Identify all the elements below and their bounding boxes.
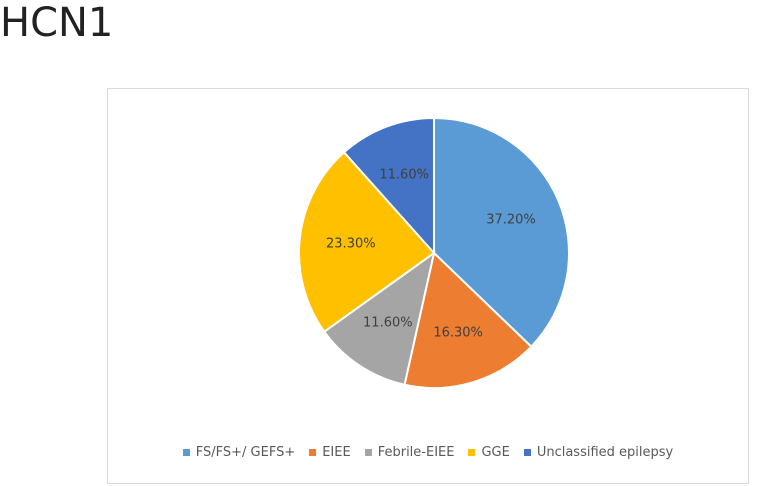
legend-label-3: Febrile-EIEE xyxy=(377,445,455,460)
pie-slice-5 xyxy=(342,116,435,256)
chart-area: 37.20% 16.30% 11.60% 23.30% 11.60% FS/FS+/ G… xyxy=(107,88,749,484)
legend-label-5: Unclassified epilepsy xyxy=(536,445,674,460)
page-title: HCN1 xyxy=(0,0,114,46)
legend-swatch-3 xyxy=(364,449,372,456)
legend-item-5: Unclassified epilepsy xyxy=(523,445,674,460)
legend-item-1: FS/FS+/ GEFS+ xyxy=(182,445,296,460)
pie-slice-1 xyxy=(433,116,570,349)
pie-slice-4 xyxy=(298,150,436,334)
legend-label-2: EIEE xyxy=(322,445,351,460)
pie-slice-2 xyxy=(403,251,533,389)
pie-slice-3 xyxy=(322,250,436,386)
legend-item-3: Febrile-EIEE xyxy=(364,445,455,460)
legend-item-2: EIEE xyxy=(309,445,351,460)
chart-legend: FS/FS+/ GEFS+ EIEE Febrile-EIEE GGE Unclassi… xyxy=(108,445,748,460)
data-label-1: 37.20% xyxy=(486,213,536,228)
pie-chart: 37.20% 16.30% 11.60% 23.30% 11.60% xyxy=(298,116,570,389)
data-label-5: 11.60% xyxy=(379,167,429,182)
legend-swatch-5 xyxy=(523,449,531,456)
data-label-4: 23.30% xyxy=(326,236,376,251)
data-label-3: 11.60% xyxy=(363,315,413,330)
data-label-2: 16.30% xyxy=(433,326,483,341)
legend-swatch-4 xyxy=(468,449,476,456)
legend-swatch-1 xyxy=(182,449,190,456)
legend-label-1: FS/FS+/ GEFS+ xyxy=(195,445,296,460)
legend-swatch-2 xyxy=(309,449,317,456)
legend-item-4: GGE xyxy=(468,445,510,460)
legend-label-4: GGE xyxy=(481,445,510,460)
